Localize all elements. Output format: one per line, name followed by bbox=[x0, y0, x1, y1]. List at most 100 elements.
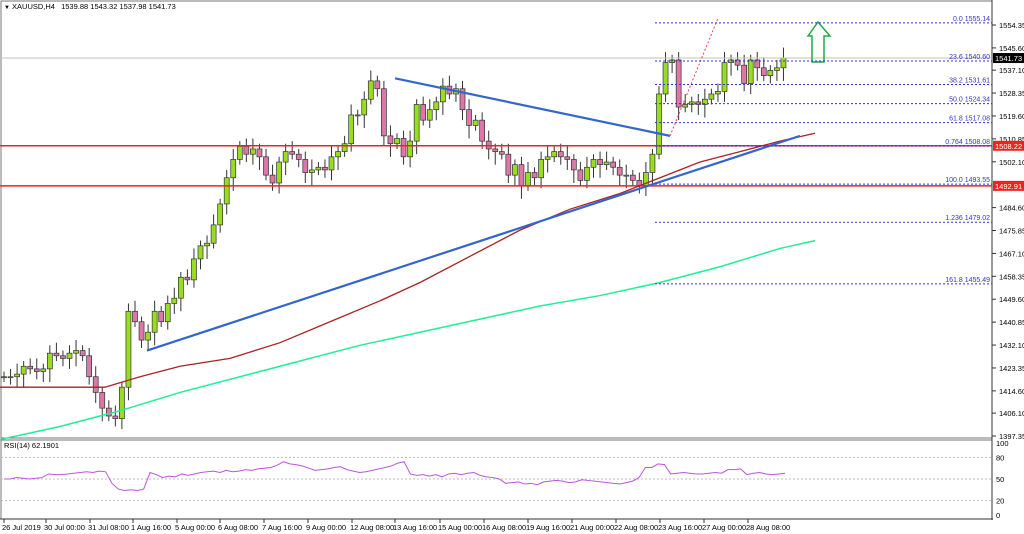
candle bbox=[590, 159, 597, 168]
candle bbox=[721, 62, 728, 92]
candle bbox=[269, 174, 276, 184]
price-tick: 1528.35 bbox=[999, 89, 1024, 98]
candle bbox=[734, 59, 741, 66]
candle bbox=[14, 373, 20, 378]
candle bbox=[459, 88, 466, 111]
symbol-label: XAUUSD,H4 bbox=[12, 2, 55, 11]
candle bbox=[557, 151, 564, 158]
candle bbox=[780, 57, 787, 69]
candle bbox=[354, 114, 361, 117]
candle bbox=[774, 67, 780, 71]
candle bbox=[616, 166, 623, 176]
candle bbox=[505, 153, 512, 176]
time-tick: 21 Aug 00:00 bbox=[570, 523, 614, 532]
bearish-trendline[interactable] bbox=[394, 77, 671, 137]
sma-100-line[interactable] bbox=[0, 132, 816, 388]
support-price-label: 1508.22 bbox=[995, 142, 1022, 151]
candle bbox=[60, 355, 66, 359]
candle bbox=[381, 88, 387, 137]
bullish-trendline[interactable] bbox=[146, 134, 801, 352]
candle bbox=[282, 151, 289, 163]
candle bbox=[551, 151, 558, 158]
price-tick: 1397.35 bbox=[999, 432, 1024, 441]
time-tick: 7 Aug 16:00 bbox=[262, 523, 302, 532]
candle bbox=[367, 80, 374, 100]
candle bbox=[629, 174, 636, 181]
candle bbox=[747, 59, 754, 84]
candle bbox=[223, 177, 230, 205]
candle bbox=[538, 159, 544, 179]
price-tick: 1510.85 bbox=[999, 135, 1024, 144]
candle bbox=[112, 415, 119, 419]
candle bbox=[341, 143, 348, 152]
candle bbox=[525, 172, 531, 186]
candle bbox=[498, 151, 505, 155]
rsi-label: RSI(14) 62.1901 bbox=[4, 441, 59, 450]
price-tick: 1475.85 bbox=[999, 227, 1024, 236]
candle bbox=[387, 135, 394, 145]
current-price-label: 1541.73 bbox=[995, 54, 1022, 63]
rsi-tick: 100 bbox=[996, 439, 1009, 448]
candle bbox=[1, 376, 7, 379]
candle bbox=[164, 303, 171, 323]
price-tick: 1484.60 bbox=[999, 204, 1024, 213]
price-tick: 1554.35 bbox=[999, 21, 1024, 30]
candle bbox=[119, 386, 125, 419]
price-tick: 1467.10 bbox=[999, 249, 1024, 258]
candle bbox=[191, 258, 197, 281]
candle bbox=[322, 166, 328, 171]
time-tick: 13 Aug 16:00 bbox=[393, 523, 437, 532]
candle bbox=[151, 310, 158, 333]
rsi-tick: 80 bbox=[996, 453, 1004, 462]
candle bbox=[7, 376, 14, 379]
price-tick: 1440.85 bbox=[999, 318, 1024, 327]
price-tick: 1406.10 bbox=[999, 409, 1024, 418]
projection-line bbox=[669, 17, 719, 137]
candle bbox=[603, 161, 610, 166]
candle bbox=[440, 85, 446, 103]
price-tick: 1449.60 bbox=[999, 295, 1024, 304]
candle bbox=[426, 109, 433, 121]
candle bbox=[407, 140, 413, 158]
candle bbox=[623, 174, 630, 177]
fib-label: 100.0 1493.55 bbox=[945, 177, 990, 184]
candle bbox=[171, 297, 178, 304]
candle bbox=[276, 161, 282, 184]
candle bbox=[217, 203, 223, 226]
candle bbox=[760, 67, 767, 77]
candle bbox=[492, 148, 499, 152]
candle bbox=[649, 153, 656, 173]
sma-200-line[interactable] bbox=[0, 239, 816, 441]
rsi-tick: 20 bbox=[996, 497, 1004, 506]
candle bbox=[335, 151, 341, 158]
candle bbox=[675, 59, 682, 108]
time-tick: 16 Aug 08:00 bbox=[482, 523, 526, 532]
price-tick: 1537.10 bbox=[999, 66, 1024, 75]
candle bbox=[682, 104, 689, 108]
candle bbox=[610, 161, 617, 168]
candle bbox=[125, 310, 132, 388]
ohlc-label: 1539.88 1543.32 1537.98 1541.73 bbox=[61, 2, 176, 11]
time-tick: 12 Aug 08:00 bbox=[350, 523, 394, 532]
candle bbox=[66, 352, 73, 359]
candle bbox=[197, 245, 204, 260]
candle bbox=[33, 368, 40, 372]
time-tick: 30 Jul 00:00 bbox=[44, 523, 85, 532]
price-tick: 1545.60 bbox=[999, 44, 1024, 53]
candle bbox=[92, 376, 99, 393]
price-tick: 1502.10 bbox=[999, 158, 1024, 167]
candle bbox=[256, 148, 263, 158]
candle bbox=[289, 151, 296, 155]
candle bbox=[374, 80, 381, 90]
candle bbox=[105, 407, 112, 417]
triangle-down-icon[interactable]: ▼ bbox=[4, 5, 10, 11]
candle bbox=[708, 93, 715, 100]
candle bbox=[741, 64, 748, 84]
candlesticks bbox=[1, 47, 787, 430]
candle bbox=[577, 169, 584, 181]
fib-label: 61.8 1517.08 bbox=[949, 116, 990, 123]
candle bbox=[230, 159, 237, 179]
time-tick: 15 Aug 00:00 bbox=[438, 523, 482, 532]
